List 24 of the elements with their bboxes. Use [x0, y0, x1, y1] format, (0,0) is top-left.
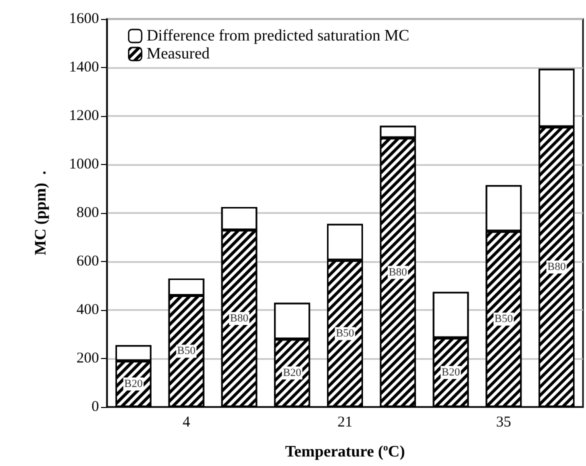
x-tick-label: 4	[182, 414, 191, 430]
data-label: B20	[124, 378, 144, 390]
x-tick-label: 35	[496, 414, 512, 430]
legend-label: Difference from predicted saturation MC	[146, 28, 410, 44]
y-tick-label: 1200	[69, 108, 99, 124]
y-tick-label: 800	[76, 205, 99, 221]
data-label: B20	[282, 367, 302, 380]
y-tick-label: 1600	[69, 11, 99, 27]
y-tick-label: 600	[76, 254, 99, 270]
data-label: B50	[336, 328, 355, 340]
data-label: B20	[442, 366, 460, 378]
y-tick-label: 0	[92, 399, 99, 415]
y-tick-label: 1400	[69, 60, 99, 76]
y-tick-label: 400	[76, 302, 99, 318]
data-label: B50	[177, 345, 196, 358]
data-label: B80	[230, 312, 249, 324]
y-tick-label: 1000	[69, 156, 99, 172]
data-label: B80	[547, 260, 566, 273]
x-tick-label: 21	[338, 414, 352, 430]
legend-label: Measured	[146, 46, 210, 62]
y-tick-label: 200	[76, 350, 99, 366]
y-axis-title: MC (ppm) .	[32, 170, 50, 256]
data-label: B50	[494, 313, 514, 326]
data-label: B80	[388, 266, 408, 278]
